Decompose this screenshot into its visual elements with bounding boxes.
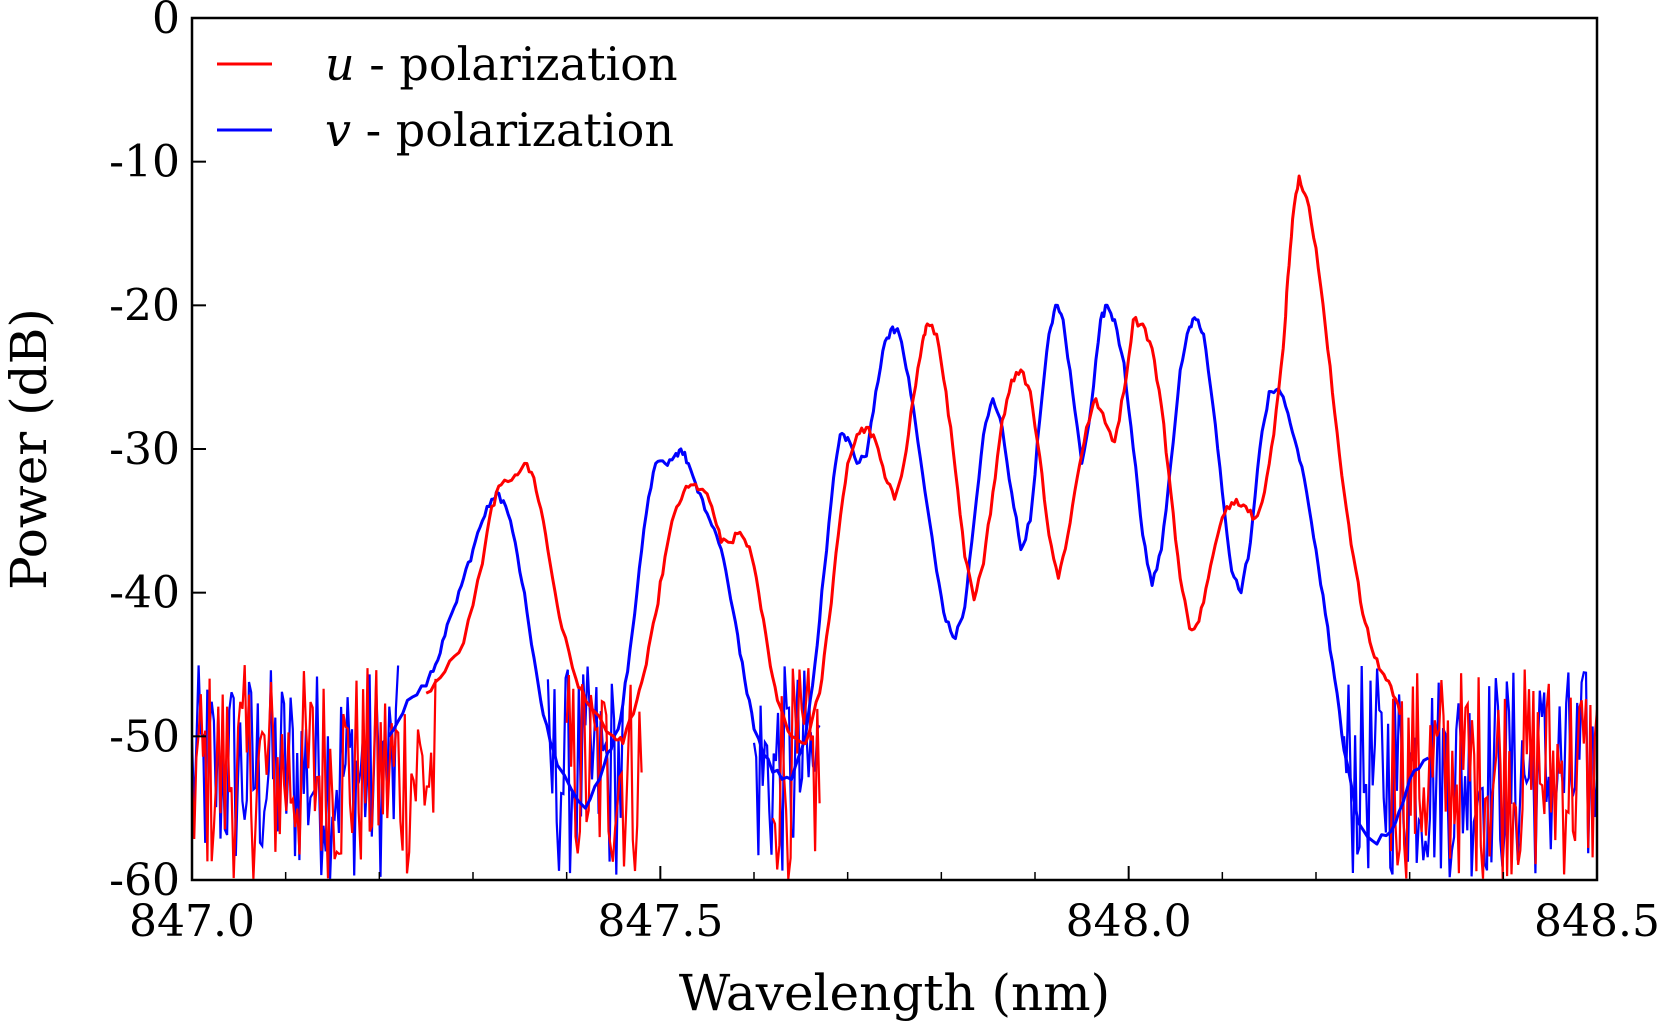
x-tick-label: 847.0	[129, 896, 255, 947]
y-axis-title: Power (dB)	[0, 308, 58, 590]
legend: u - polarization v - polarization	[217, 37, 678, 157]
legend-label-u-polarization: u - polarization	[325, 37, 678, 91]
legend-rest-u: - polarization	[355, 37, 678, 91]
noise-trace	[752, 666, 821, 871]
series-line-v-polarization	[387, 303, 1430, 846]
y-tick-label: -30	[109, 424, 180, 475]
y-tick-label: 0	[152, 0, 180, 44]
noise-layer	[192, 665, 1597, 880]
x-tick-label: 847.5	[597, 896, 723, 947]
legend-rest-v: - polarization	[351, 103, 674, 157]
noise-trace	[1389, 669, 1597, 879]
x-tick-label: 848.0	[1066, 896, 1192, 947]
y-tick-label: -10	[109, 137, 180, 188]
y-tick-label: -20	[109, 280, 180, 331]
y-axis: 0 -10 -20 -30 -40 -50 -60	[109, 0, 206, 906]
y-tick-label: -50	[109, 711, 180, 762]
legend-label-v-polarization: v - polarization	[325, 103, 674, 157]
legend-symbol-u: u	[325, 37, 355, 91]
y-tick-label: -60	[109, 855, 180, 906]
x-tick-label: 848.5	[1534, 896, 1660, 947]
noise-trace	[771, 668, 821, 880]
series-layer	[387, 174, 1430, 846]
x-axis-title: Wavelength (nm)	[679, 964, 1110, 1022]
y-tick-label: -40	[109, 568, 180, 619]
series-line-u-polarization	[425, 174, 1402, 745]
x-axis: 847.0 847.5 848.0 848.5	[129, 866, 1660, 947]
legend-symbol-v: v	[325, 103, 351, 157]
noise-trace	[192, 665, 437, 879]
